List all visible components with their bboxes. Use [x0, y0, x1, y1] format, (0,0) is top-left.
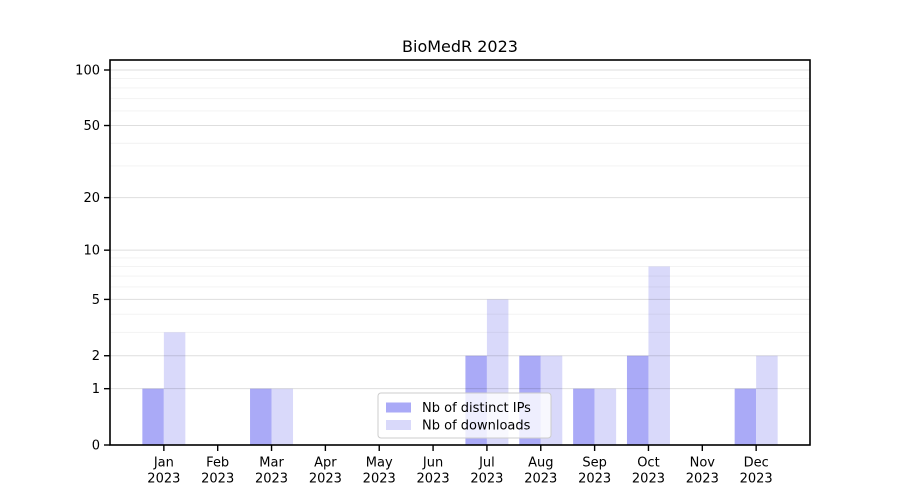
plot-frame: [109, 59, 811, 446]
x-tick-label-year: 2023: [578, 472, 611, 487]
legend-swatch: [386, 402, 411, 413]
gridlines-layer: [110, 69, 810, 390]
bar-downloads-mar: [271, 388, 294, 445]
chart-title: BioMedR 2023: [402, 37, 518, 56]
y-tick-label: 100: [75, 64, 100, 79]
x-tick-label-month: Jul: [478, 456, 495, 471]
x-tick-label-year: 2023: [417, 472, 450, 487]
x-tick-label-month: Apr: [314, 456, 337, 471]
x-tick-label-year: 2023: [740, 472, 773, 487]
x-tick-label-year: 2023: [255, 472, 288, 487]
x-tick-label-year: 2023: [201, 472, 234, 487]
x-tick-label-month: Jan: [153, 456, 174, 471]
y-tick-label: 5: [92, 293, 100, 308]
x-tick-label-year: 2023: [470, 472, 503, 487]
x-tick-label-year: 2023: [524, 472, 557, 487]
x-tick-label-month: Feb: [206, 456, 229, 471]
legend: Nb of distinct IPs Nb of downloads: [377, 392, 552, 439]
bar-downloads-sep: [594, 388, 617, 445]
legend-swatch: [386, 420, 411, 430]
bar-distinct-ips-oct: [626, 355, 649, 445]
x-tick-label-year: 2023: [686, 472, 719, 487]
x-tick-label-year: 2023: [147, 472, 180, 487]
bar-downloads-oct: [648, 266, 670, 445]
legend-label: Nb of downloads: [422, 419, 531, 434]
bar-distinct-ips-sep: [573, 388, 595, 445]
x-tick-label-month: Aug: [528, 456, 553, 471]
bar-downloads-jan: [163, 332, 186, 445]
x-tick-label-year: 2023: [309, 472, 342, 487]
x-tick-label-month: Oct: [637, 456, 659, 471]
x-tick-label-month: Sep: [582, 456, 607, 471]
legend-label: Nb of distinct IPs: [422, 401, 531, 416]
x-tick-label-month: Mar: [259, 456, 284, 471]
ticks-layer: 0125102050100Jan2023Feb2023Mar2023Apr202…: [75, 64, 773, 487]
y-tick-label: 0: [92, 439, 100, 454]
bar-distinct-ips-jan: [142, 388, 164, 445]
x-tick-label-year: 2023: [632, 472, 665, 487]
axes-layer: [109, 59, 811, 446]
y-tick-label: 2: [92, 349, 100, 364]
x-tick-label-month: Nov: [690, 456, 716, 471]
x-tick-label-month: Dec: [744, 456, 769, 471]
x-tick-label-month: May: [366, 456, 393, 471]
y-tick-label: 1: [92, 382, 100, 397]
bar-distinct-ips-mar: [250, 388, 272, 445]
y-tick-label: 20: [83, 191, 100, 206]
y-tick-label: 10: [83, 244, 100, 259]
bar-downloads-dec: [756, 355, 778, 445]
bar-distinct-ips-dec: [734, 388, 757, 445]
y-tick-label: 50: [83, 119, 100, 134]
x-tick-label-year: 2023: [363, 472, 396, 487]
legend-box: [377, 392, 552, 439]
x-tick-label-month: Jun: [422, 456, 443, 471]
